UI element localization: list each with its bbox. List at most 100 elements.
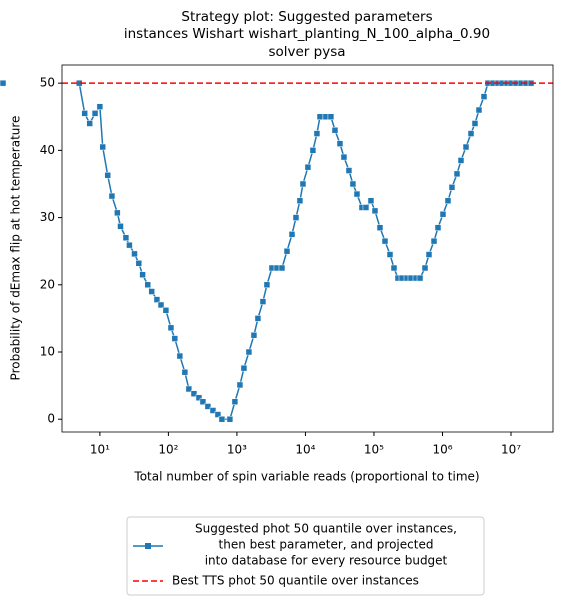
y-tick-label: 40 (40, 143, 55, 157)
data-point (250, 331, 258, 339)
data-point (448, 184, 456, 191)
data-point (108, 192, 116, 200)
data-point (204, 403, 212, 410)
data-point (309, 147, 317, 154)
data-point (167, 324, 175, 332)
data-point (190, 390, 198, 397)
x-tick-label: 10⁷ (501, 443, 521, 457)
data-point (245, 348, 253, 356)
plot-frame (61, 64, 554, 433)
data-point (471, 120, 479, 127)
data-point (349, 180, 357, 188)
data-point (126, 241, 133, 249)
x-tick-label: 10⁵ (364, 443, 384, 457)
data-point (96, 103, 104, 110)
data-point (199, 398, 207, 406)
y-tick-label: 50 (40, 76, 55, 90)
y-tick-label: 20 (40, 277, 55, 291)
data-point (236, 381, 244, 389)
data-point (148, 288, 155, 295)
x-tick-label: 10⁶ (432, 443, 452, 457)
data-point (86, 120, 93, 127)
data-point (195, 394, 203, 401)
x-tick-label: 10² (158, 443, 178, 457)
chart-title: instances Wishart wishart_planting_N_100… (124, 26, 490, 42)
data-point (475, 106, 483, 114)
data-point (421, 264, 429, 272)
data-point (218, 415, 226, 423)
x-tick-label: 10¹ (90, 443, 110, 457)
data-point (299, 180, 307, 188)
data-line (78, 82, 532, 420)
data-point (171, 335, 179, 342)
y-axis-label: Probability of dEmax flip at hot tempera… (9, 116, 23, 381)
data-point (157, 301, 165, 309)
data-point (81, 110, 88, 117)
data-point (185, 385, 193, 393)
data-point (390, 264, 398, 272)
data-point (292, 214, 300, 221)
data-point (214, 411, 222, 418)
data-point (135, 260, 143, 267)
data-point (122, 234, 130, 241)
data-point (278, 264, 286, 272)
data-point (153, 296, 161, 303)
data-point (345, 167, 353, 174)
data-point (376, 224, 384, 231)
data-point (176, 352, 184, 360)
data-point (434, 224, 442, 231)
legend-swatch (145, 543, 151, 549)
data-point (425, 251, 433, 258)
data-point (144, 281, 152, 289)
data-point (283, 247, 291, 255)
y-tick-label: 10 (40, 345, 55, 359)
x-tick-label: 10⁴ (295, 443, 315, 457)
data-point (331, 126, 339, 134)
chart-title: Strategy plot: Suggested parameters (181, 9, 432, 25)
data-point (371, 207, 379, 215)
data-point (316, 113, 324, 121)
data-point (139, 271, 146, 278)
data-point (254, 315, 262, 322)
data-point (467, 130, 475, 137)
data-point (462, 143, 470, 151)
data-point (131, 250, 138, 258)
legend-label: Best TTS phot 50 quantile over instances (172, 574, 419, 588)
data-point (327, 113, 335, 121)
data-point (340, 153, 348, 161)
data-point (336, 140, 344, 147)
data-point (480, 93, 488, 100)
legend-label: into database for every resource budget (205, 554, 448, 568)
data-point (313, 130, 321, 137)
data-point (386, 251, 394, 258)
data-point (99, 143, 106, 151)
legend-label: Suggested phot 50 quantile over instance… (195, 522, 457, 536)
y-tick-label: 0 (47, 412, 55, 426)
data-point (209, 407, 217, 414)
chart-title: solver pysa (268, 44, 345, 60)
data-point (439, 210, 447, 218)
data-point (259, 298, 267, 305)
data-point (114, 209, 121, 217)
data-point (240, 364, 248, 372)
data-point (430, 237, 438, 245)
data-point (362, 204, 370, 211)
y-tick-label: 30 (40, 210, 55, 224)
data-point (0, 79, 7, 87)
data-point (304, 163, 312, 171)
data-point (91, 110, 99, 117)
data-point (444, 197, 452, 205)
data-point (381, 237, 389, 245)
data-point (353, 190, 361, 198)
x-axis-label: Total number of spin variable reads (pro… (133, 470, 479, 484)
data-point (117, 223, 124, 230)
data-point (226, 415, 234, 423)
data-point (162, 307, 170, 314)
data-point (263, 281, 271, 289)
data-point (296, 197, 304, 205)
legend-box (126, 516, 485, 596)
data-point (457, 157, 465, 164)
data-point (288, 231, 296, 238)
data-point (231, 398, 239, 406)
x-tick-label: 10³ (227, 443, 247, 457)
